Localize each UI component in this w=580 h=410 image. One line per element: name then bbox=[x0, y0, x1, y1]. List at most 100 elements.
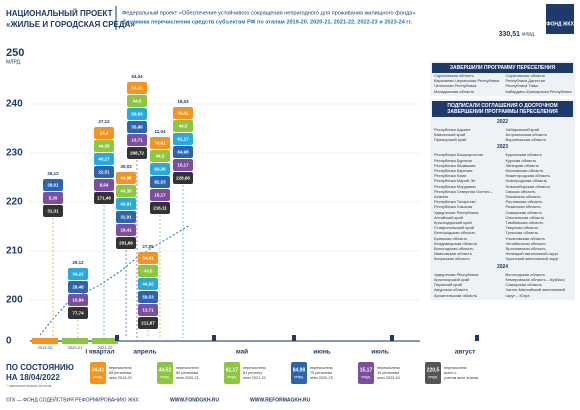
site1[interactable]: WWW.FONDGKH.RU bbox=[170, 397, 220, 403]
legend-value: 15,17 bbox=[360, 367, 373, 373]
y-tick-label: 230 bbox=[6, 148, 23, 159]
segment bbox=[94, 140, 114, 152]
region: Хабаровский край bbox=[505, 126, 540, 132]
y-top: 250 bbox=[6, 47, 24, 59]
segment bbox=[127, 147, 147, 159]
column-total: 29,12 bbox=[72, 260, 84, 265]
x-label: август bbox=[455, 349, 476, 356]
region-list: Саратовская область Карачаево-Черкесская … bbox=[432, 73, 573, 94]
site2[interactable]: WWW.REFORMAGKH.RU bbox=[250, 397, 311, 403]
segment-label: 59,53 bbox=[142, 295, 154, 300]
sec: ПОДПИСАЛИ СОГЛАШЕНИЯ О ДОСРОЧНОМ ЗАВЕРШЕ… bbox=[430, 98, 575, 300]
segment bbox=[116, 198, 136, 210]
y-tick-label: 240 bbox=[6, 99, 23, 110]
legend-text: перечислено 82 регионам этап 2020-21 bbox=[176, 366, 199, 380]
region: Саратовская область bbox=[434, 73, 474, 78]
tick bbox=[475, 335, 479, 341]
y-tick-label: 0 bbox=[6, 336, 12, 347]
segment bbox=[138, 265, 158, 277]
region: Воронежская область bbox=[505, 137, 547, 143]
y-tick-label: 210 bbox=[6, 246, 23, 257]
column-total: 30,03 bbox=[120, 164, 132, 169]
tick bbox=[115, 335, 119, 341]
stage-bar bbox=[92, 338, 118, 344]
region: Саратовская область bbox=[505, 73, 546, 78]
segment bbox=[43, 205, 63, 217]
y-unit: МЛРД. bbox=[6, 59, 21, 65]
region-list: Удмуртская Республика Красноярский край Пе… bbox=[432, 272, 573, 298]
segment bbox=[68, 281, 88, 293]
region: Кемеровская область – Кузбасс bbox=[505, 276, 565, 282]
segment bbox=[94, 153, 114, 165]
segment-label: 201,66 bbox=[119, 241, 133, 246]
region: Курганская область bbox=[505, 152, 542, 158]
total: 330,51 bbox=[499, 31, 521, 38]
segment bbox=[68, 307, 88, 319]
legend-value: 34,41 bbox=[92, 367, 105, 373]
segment-label: 44,5 bbox=[144, 269, 153, 274]
segment bbox=[94, 179, 114, 191]
tick bbox=[292, 335, 296, 341]
legend-swatch bbox=[358, 362, 374, 384]
region: Архангельская область bbox=[434, 292, 478, 298]
segment bbox=[173, 120, 193, 132]
region: Тульская область bbox=[505, 230, 539, 236]
region: Республика Коми bbox=[434, 173, 467, 179]
hd: ЗАВЕРШИЛИ ПРОГРАММУ ПЕРЕСЕЛЕНИЯ bbox=[432, 63, 573, 73]
segment bbox=[116, 172, 136, 184]
legend-unit: млрд. bbox=[294, 375, 303, 379]
region: Челябинская область bbox=[505, 240, 546, 246]
segment-label: 82,53 bbox=[154, 180, 166, 185]
segment-label: 44,5 bbox=[156, 154, 165, 159]
segment bbox=[173, 133, 193, 145]
tick bbox=[212, 335, 216, 341]
legend-unit: млрд. bbox=[428, 375, 437, 379]
region: Ростовская область bbox=[505, 199, 543, 205]
column-total: 27,05 bbox=[142, 244, 154, 249]
legend-unit: млрд. bbox=[361, 375, 370, 379]
y-tick-label: 220 bbox=[6, 197, 23, 208]
segment-label: 28,48 bbox=[72, 285, 84, 290]
x-small-label: 2019-20 bbox=[38, 345, 53, 350]
legend-text: перечислено 79 регионам этап 2022-23 bbox=[310, 366, 333, 380]
region: Ненецкий автономный округ bbox=[505, 251, 559, 257]
total-unit: млрд. bbox=[522, 31, 535, 37]
segment-label: 34,41 bbox=[177, 111, 189, 116]
segment-label: 8,54 bbox=[100, 183, 109, 188]
legend-unit: млрд. bbox=[160, 375, 169, 379]
segment bbox=[173, 107, 193, 119]
region: Новосибирская область bbox=[505, 183, 551, 189]
column-total: 54,04 bbox=[131, 74, 143, 79]
state-date: НА 18/04/2022 bbox=[6, 373, 60, 382]
segment bbox=[127, 121, 147, 133]
segment-label: 60,36 bbox=[154, 167, 166, 172]
region: Владимирская область bbox=[434, 240, 478, 246]
trend bbox=[39, 224, 191, 336]
region: Приморский край bbox=[434, 137, 467, 143]
segment-label: 40,91 bbox=[120, 202, 132, 207]
segment-label: 24,4 bbox=[100, 131, 109, 136]
segment-label: 44,39 bbox=[120, 189, 132, 194]
legend-swatch bbox=[90, 362, 106, 384]
region: Брянская область bbox=[434, 235, 468, 241]
segment-label: 228,66 bbox=[176, 176, 190, 181]
region: Республика Хакасия bbox=[434, 204, 473, 210]
region: Белгородская область bbox=[434, 230, 476, 236]
segment-label: 84,98 bbox=[177, 150, 189, 155]
segment-label: 44,5 bbox=[133, 99, 142, 104]
segment bbox=[127, 95, 147, 107]
segment bbox=[138, 252, 158, 264]
region: Вологодская область bbox=[505, 271, 545, 277]
segment-label: 15,17 bbox=[177, 163, 189, 168]
region: Республика Тыва bbox=[505, 83, 538, 89]
segment bbox=[138, 291, 158, 303]
x-label: июль bbox=[371, 349, 389, 356]
region: Омская область bbox=[505, 188, 536, 194]
yr: 2022 bbox=[496, 118, 509, 125]
column-total: 11,04 bbox=[154, 129, 166, 134]
segment-label: 13,71 bbox=[131, 138, 143, 143]
segment-label: 15,84 bbox=[72, 298, 84, 303]
logo-text: ФОНД ЖКХ bbox=[546, 21, 574, 27]
region: Краснодарский край bbox=[434, 220, 472, 226]
segment bbox=[127, 82, 147, 94]
